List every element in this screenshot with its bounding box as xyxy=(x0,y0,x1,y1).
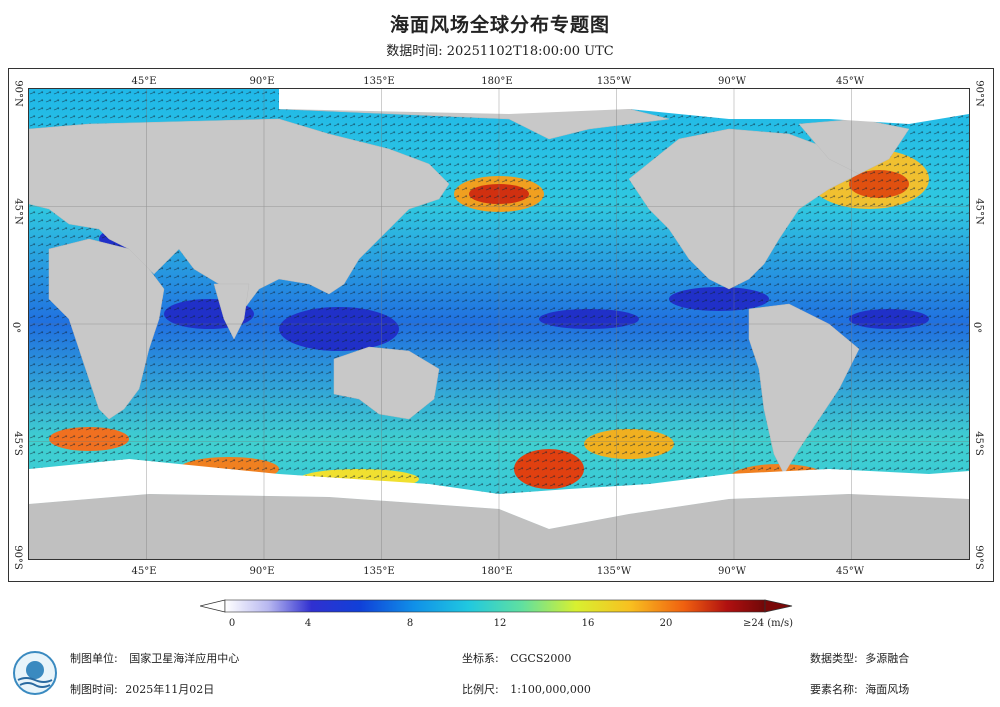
lon-label-top: 135°W xyxy=(596,76,632,87)
lon-label-top: 90°E xyxy=(249,76,275,87)
lat-label-right: 90°S xyxy=(972,545,984,570)
colorbar-tick-label: 8 xyxy=(406,618,414,629)
map-title: 海面风场全球分布专题图 xyxy=(389,14,610,36)
map-date-info: 制图时间: 2025年11月02日 xyxy=(70,681,214,697)
lon-label-top: 135°E xyxy=(363,76,395,87)
graticule xyxy=(29,89,969,559)
wind-field-map xyxy=(28,88,970,560)
lon-label-bottom: 45°W xyxy=(835,566,865,577)
lat-label-left: 45°S xyxy=(11,431,23,456)
producer-info: 制图单位: 国家卫星海洋应用中心 xyxy=(70,650,239,666)
map-date-label: 制图时间: xyxy=(70,683,118,696)
lon-label-bottom: 135°E xyxy=(363,566,395,577)
color-bar xyxy=(200,599,793,613)
lon-label-bottom: 90°E xyxy=(249,566,275,577)
lon-label-bottom: 135°W xyxy=(596,566,632,577)
colorbar-tick-label: 12 xyxy=(493,618,507,629)
crs-label: 坐标系: xyxy=(462,652,499,665)
lon-label-bottom: 180°E xyxy=(481,566,513,577)
lat-label-right: 90°N xyxy=(973,80,985,107)
nsoas-logo xyxy=(13,651,57,695)
lon-label-bottom: 45°E xyxy=(131,566,157,577)
crs-info: 坐标系: CGCS2000 xyxy=(462,650,571,666)
lon-label-top: 180°E xyxy=(481,76,513,87)
lat-label-left: 45°N xyxy=(12,198,24,225)
map-canvas xyxy=(29,89,969,559)
lat-label-right: 45°N xyxy=(973,198,985,225)
element-label: 要素名称: xyxy=(810,683,858,696)
colorbar-gradient xyxy=(224,599,766,613)
colorbar-tick-label: 20 xyxy=(659,618,673,629)
crs-value: CGCS2000 xyxy=(510,652,572,665)
colorbar-max-arrow xyxy=(764,599,793,613)
lat-label-left: 90°N xyxy=(12,80,24,107)
data-time: 数据时间: 20251102T18:00:00 UTC xyxy=(386,44,614,59)
colorbar-tick-label: ≥24 (m/s) xyxy=(742,618,794,629)
colorbar-tick-label: 4 xyxy=(304,618,312,629)
producer-label: 制图单位: xyxy=(70,652,118,665)
map-date-value: 2025年11月02日 xyxy=(125,683,215,696)
lat-label-left: 0° xyxy=(10,321,22,334)
lon-label-top: 45°E xyxy=(131,76,157,87)
scale-label: 比例尺: xyxy=(462,683,499,696)
datatype-label: 数据类型: xyxy=(810,652,858,665)
lat-label-left: 90°S xyxy=(11,545,23,570)
datatype-value: 多源融合 xyxy=(865,652,910,665)
colorbar-min-arrow xyxy=(200,599,226,613)
lon-label-top: 90°W xyxy=(717,76,747,87)
element-value: 海面风场 xyxy=(865,683,910,696)
colorbar-tick-label: 16 xyxy=(581,618,595,629)
datatype-info: 数据类型: 多源融合 xyxy=(810,650,909,666)
colorbar-tick-label: 0 xyxy=(228,618,236,629)
scale-info: 比例尺: 1:100,000,000 xyxy=(462,681,591,697)
lat-label-right: 45°S xyxy=(972,431,984,456)
producer-value: 国家卫星海洋应用中心 xyxy=(129,652,240,665)
lat-label-right: 0° xyxy=(971,321,983,334)
scale-value: 1:100,000,000 xyxy=(510,683,591,696)
element-info: 要素名称: 海面风场 xyxy=(810,681,909,697)
lon-label-bottom: 90°W xyxy=(717,566,747,577)
lon-label-top: 45°W xyxy=(835,76,865,87)
